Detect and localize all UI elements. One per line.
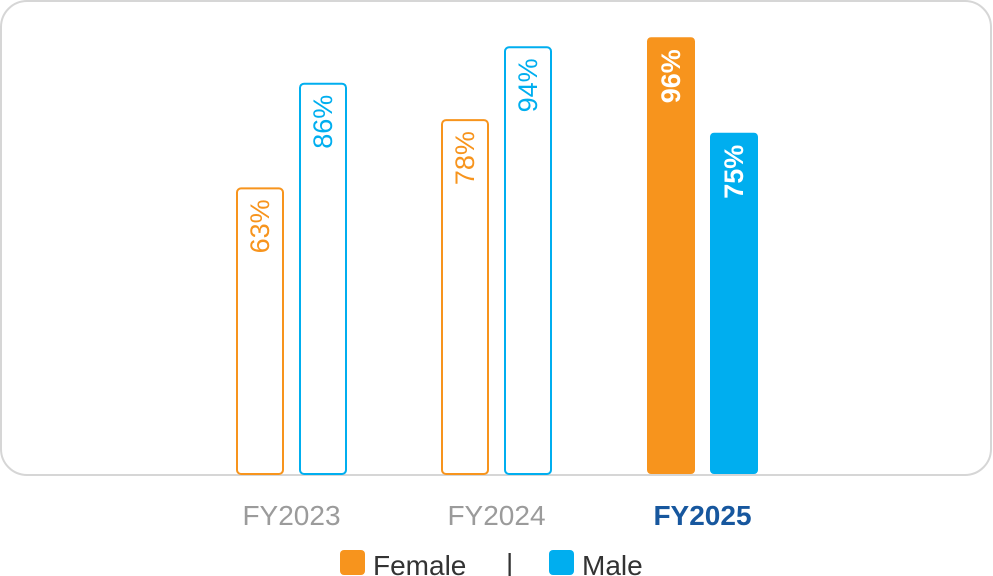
- x-tick-fy2023: FY2023: [242, 500, 340, 531]
- bar-male-fy2025: [710, 132, 758, 474]
- x-tick-fy2024: FY2024: [447, 500, 545, 531]
- bar-label-male-fy2025: 75%: [719, 145, 749, 199]
- bars-group: 63% 86% 78% 94% 96% 75%: [236, 37, 758, 476]
- bar-male-fy2024: [504, 46, 552, 476]
- legend: Female | Male: [340, 548, 643, 576]
- bar-female-fy2025: [647, 37, 695, 474]
- plot-frame: [0, 0, 992, 476]
- bar-female-fy2024: [441, 119, 489, 475]
- bar-label-male-fy2024: 94%: [513, 58, 543, 112]
- bar-label-female-fy2025: 96%: [656, 49, 686, 103]
- bar-label-male-fy2023: 86%: [308, 95, 338, 149]
- x-tick-fy2025: FY2025: [653, 500, 751, 531]
- bar-female-fy2023: [236, 187, 284, 475]
- bar-male-fy2023: [299, 82, 347, 475]
- legend-label-male: Male: [582, 550, 643, 576]
- legend-label-female: Female: [373, 550, 466, 576]
- legend-swatch-male: [549, 550, 574, 575]
- legend-swatch-female: [340, 550, 365, 575]
- bar-label-female-fy2023: 63%: [245, 199, 275, 253]
- bar-label-female-fy2024: 78%: [450, 131, 480, 185]
- legend-separator: |: [506, 548, 513, 576]
- x-axis-ticks: FY2023 FY2024 FY2025: [242, 500, 751, 531]
